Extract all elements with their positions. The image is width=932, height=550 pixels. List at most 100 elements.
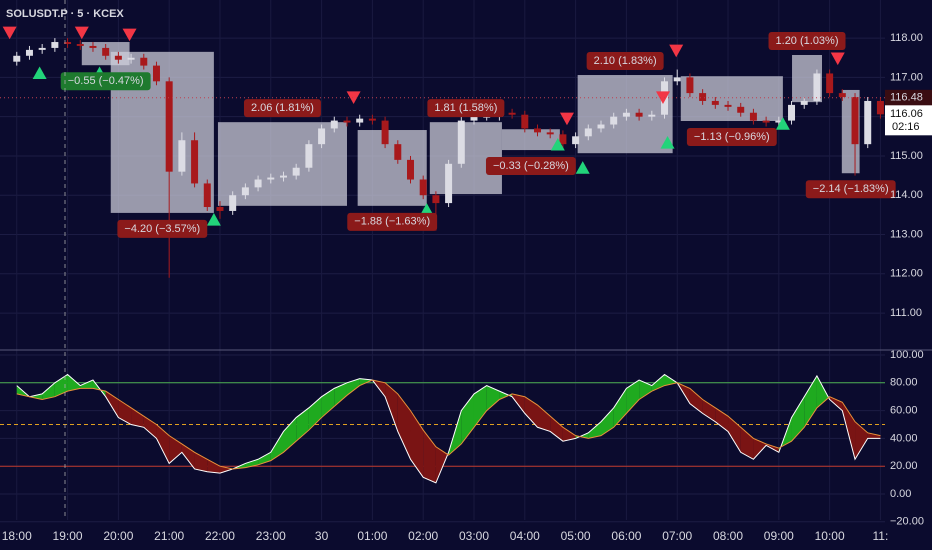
candle-body xyxy=(508,112,516,115)
candle-body xyxy=(127,57,135,60)
oscillator-fill xyxy=(334,382,347,407)
signal-marker xyxy=(2,26,17,40)
oscillator-fill xyxy=(728,416,741,453)
y-tick-label: 113.00 xyxy=(890,228,923,240)
oscillator-fill xyxy=(842,402,856,460)
candle-body xyxy=(699,93,707,101)
axes: 111.00112.00113.00114.00115.00116.00117.… xyxy=(2,32,932,543)
signal-marker xyxy=(830,52,845,66)
oscillator-fill xyxy=(804,375,817,428)
y-tick-label: 112.00 xyxy=(890,268,923,280)
oscillator-fill xyxy=(385,382,398,432)
range-label: −1.13 (−0.96%) xyxy=(694,131,770,143)
signal-marker xyxy=(206,212,221,226)
oscillator-fill xyxy=(588,421,602,439)
candle-body xyxy=(292,167,300,176)
candle-body xyxy=(89,45,97,48)
y-tick-label: 20.00 xyxy=(890,460,918,472)
signal-marker xyxy=(660,135,675,149)
candle-body xyxy=(203,183,211,208)
price-panel: −0.55 (−0.47%) −4.20 (−3.57%) 2.06 (1.81%)… xyxy=(0,26,896,278)
oscillator-fill xyxy=(664,374,678,386)
range-label: 2.10 (1.83%) xyxy=(594,55,657,67)
oscillator-fill xyxy=(29,393,43,400)
signal-marker xyxy=(32,66,47,80)
range-label-bg xyxy=(243,99,321,118)
candle-body xyxy=(851,97,859,145)
range-label: −0.55 (−0.47%) xyxy=(68,75,144,87)
candle-body xyxy=(749,112,757,121)
signal-marker xyxy=(775,117,790,130)
candle-body xyxy=(876,100,884,115)
oscillator-fill xyxy=(346,378,360,396)
y-tick-label: 118.00 xyxy=(890,32,923,44)
oscillator-fill xyxy=(207,459,220,474)
oscillator-fill xyxy=(550,416,563,442)
oscillator-fill xyxy=(42,382,55,400)
candle-body xyxy=(368,118,376,121)
y-tick-label: 0.00 xyxy=(890,488,911,500)
x-tick-label: 05:00 xyxy=(561,529,591,543)
y-tick-label: 111.00 xyxy=(890,307,922,319)
candle-body xyxy=(25,49,33,56)
candle-body xyxy=(178,140,186,172)
y-tick-label: 100.00 xyxy=(890,349,924,361)
candle-body xyxy=(343,120,351,123)
chart-title: SOLUSDT.P · 5 · KCEX xyxy=(6,8,124,20)
oscillator-fill xyxy=(816,375,830,408)
candle-body xyxy=(114,55,122,60)
candle-body xyxy=(13,55,21,62)
range-label-bg xyxy=(805,180,896,199)
oscillator-fill xyxy=(855,421,868,460)
candle-body xyxy=(191,140,199,184)
oscillator-fill xyxy=(702,399,716,422)
oscillator-fill xyxy=(473,385,487,428)
oscillator-fill xyxy=(601,407,614,436)
candle-body xyxy=(216,207,224,211)
range-label-bg xyxy=(427,99,505,118)
candle-body xyxy=(534,128,541,133)
x-tick-label: 11: xyxy=(873,529,889,543)
oscillator-line xyxy=(16,373,881,484)
candle-body xyxy=(737,106,745,113)
candle-body xyxy=(432,195,440,204)
candle-body xyxy=(686,77,694,94)
y-tick-label: 80.00 xyxy=(890,377,918,389)
range-label-bg xyxy=(686,127,777,146)
candle-body xyxy=(572,136,580,145)
candle-body xyxy=(673,77,681,82)
oscillator-fill xyxy=(219,466,233,474)
candle-body xyxy=(229,195,237,211)
candle-body xyxy=(394,144,402,160)
x-tick-label: 30 xyxy=(315,529,329,543)
candle-body xyxy=(584,128,592,137)
oscillator-fill xyxy=(613,388,627,428)
oscillator-fill xyxy=(156,424,170,464)
oscillator-fill xyxy=(435,446,449,483)
candle-body xyxy=(711,100,719,105)
candle-body xyxy=(407,159,414,180)
x-tick-label: 19:00 xyxy=(53,529,83,543)
candle-body xyxy=(76,43,84,46)
signal-marker xyxy=(559,112,574,126)
range-label: −1.88 (−1.63%) xyxy=(354,216,430,228)
candle-body xyxy=(546,132,554,135)
signal-marker xyxy=(655,91,670,105)
last-price-bg xyxy=(885,105,932,136)
range-box xyxy=(501,129,560,151)
candle-body xyxy=(800,100,808,105)
candle-body xyxy=(152,65,160,82)
candle-body xyxy=(775,120,783,123)
oscillator-fill xyxy=(537,405,551,432)
y-tick-label: 115.00 xyxy=(890,150,923,162)
candle-body xyxy=(724,104,732,107)
candle-body xyxy=(610,116,618,125)
range-label-bg xyxy=(586,52,664,71)
oscillator-fill xyxy=(270,431,284,461)
x-tick-label: 18:00 xyxy=(2,529,32,543)
oscillator-fill xyxy=(575,432,589,439)
y-tick-label: 40.00 xyxy=(890,432,918,444)
range-box xyxy=(217,122,347,206)
range-label: 2.06 (1.81%) xyxy=(251,102,314,114)
oscillator-fill xyxy=(194,452,208,472)
